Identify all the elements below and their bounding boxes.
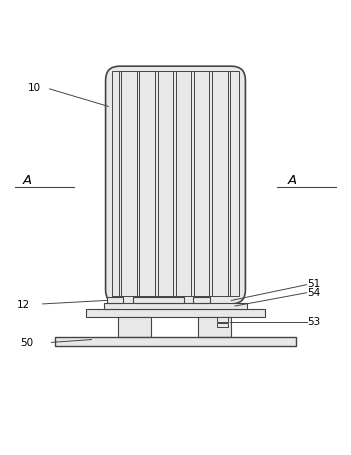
FancyBboxPatch shape bbox=[106, 67, 245, 304]
Bar bbox=[218, 318, 228, 322]
Bar bbox=[104, 303, 247, 309]
Bar bbox=[86, 309, 265, 317]
Bar bbox=[55, 338, 296, 346]
Text: 12: 12 bbox=[17, 299, 30, 309]
Bar bbox=[118, 317, 151, 338]
Text: A: A bbox=[22, 174, 32, 187]
Text: 50: 50 bbox=[20, 338, 33, 348]
Bar bbox=[133, 297, 184, 303]
Text: 54: 54 bbox=[307, 287, 320, 297]
Bar bbox=[107, 297, 124, 303]
Text: A: A bbox=[288, 174, 297, 187]
Bar bbox=[193, 297, 210, 303]
Bar bbox=[218, 323, 228, 328]
Bar bbox=[198, 317, 231, 338]
Text: 10: 10 bbox=[27, 83, 40, 93]
Text: 51: 51 bbox=[307, 278, 320, 288]
Bar bbox=[112, 71, 239, 297]
Text: 53: 53 bbox=[307, 317, 320, 327]
